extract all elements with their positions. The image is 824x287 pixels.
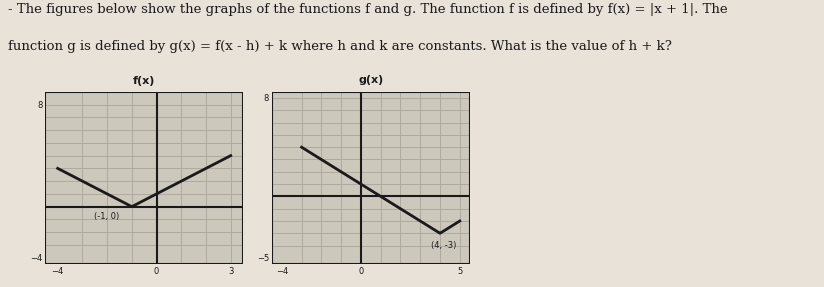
Text: (4, -3): (4, -3) <box>431 241 456 250</box>
Text: f(x): f(x) <box>133 76 156 86</box>
Text: - The figures below show the graphs of the functions f and g. The function f is : - The figures below show the graphs of t… <box>8 3 728 16</box>
Text: g(x): g(x) <box>358 75 383 85</box>
Text: function g is defined by g(x) = f(x - h) + k where h and k are constants. What i: function g is defined by g(x) = f(x - h)… <box>8 40 672 53</box>
Text: (-1, 0): (-1, 0) <box>95 212 119 221</box>
